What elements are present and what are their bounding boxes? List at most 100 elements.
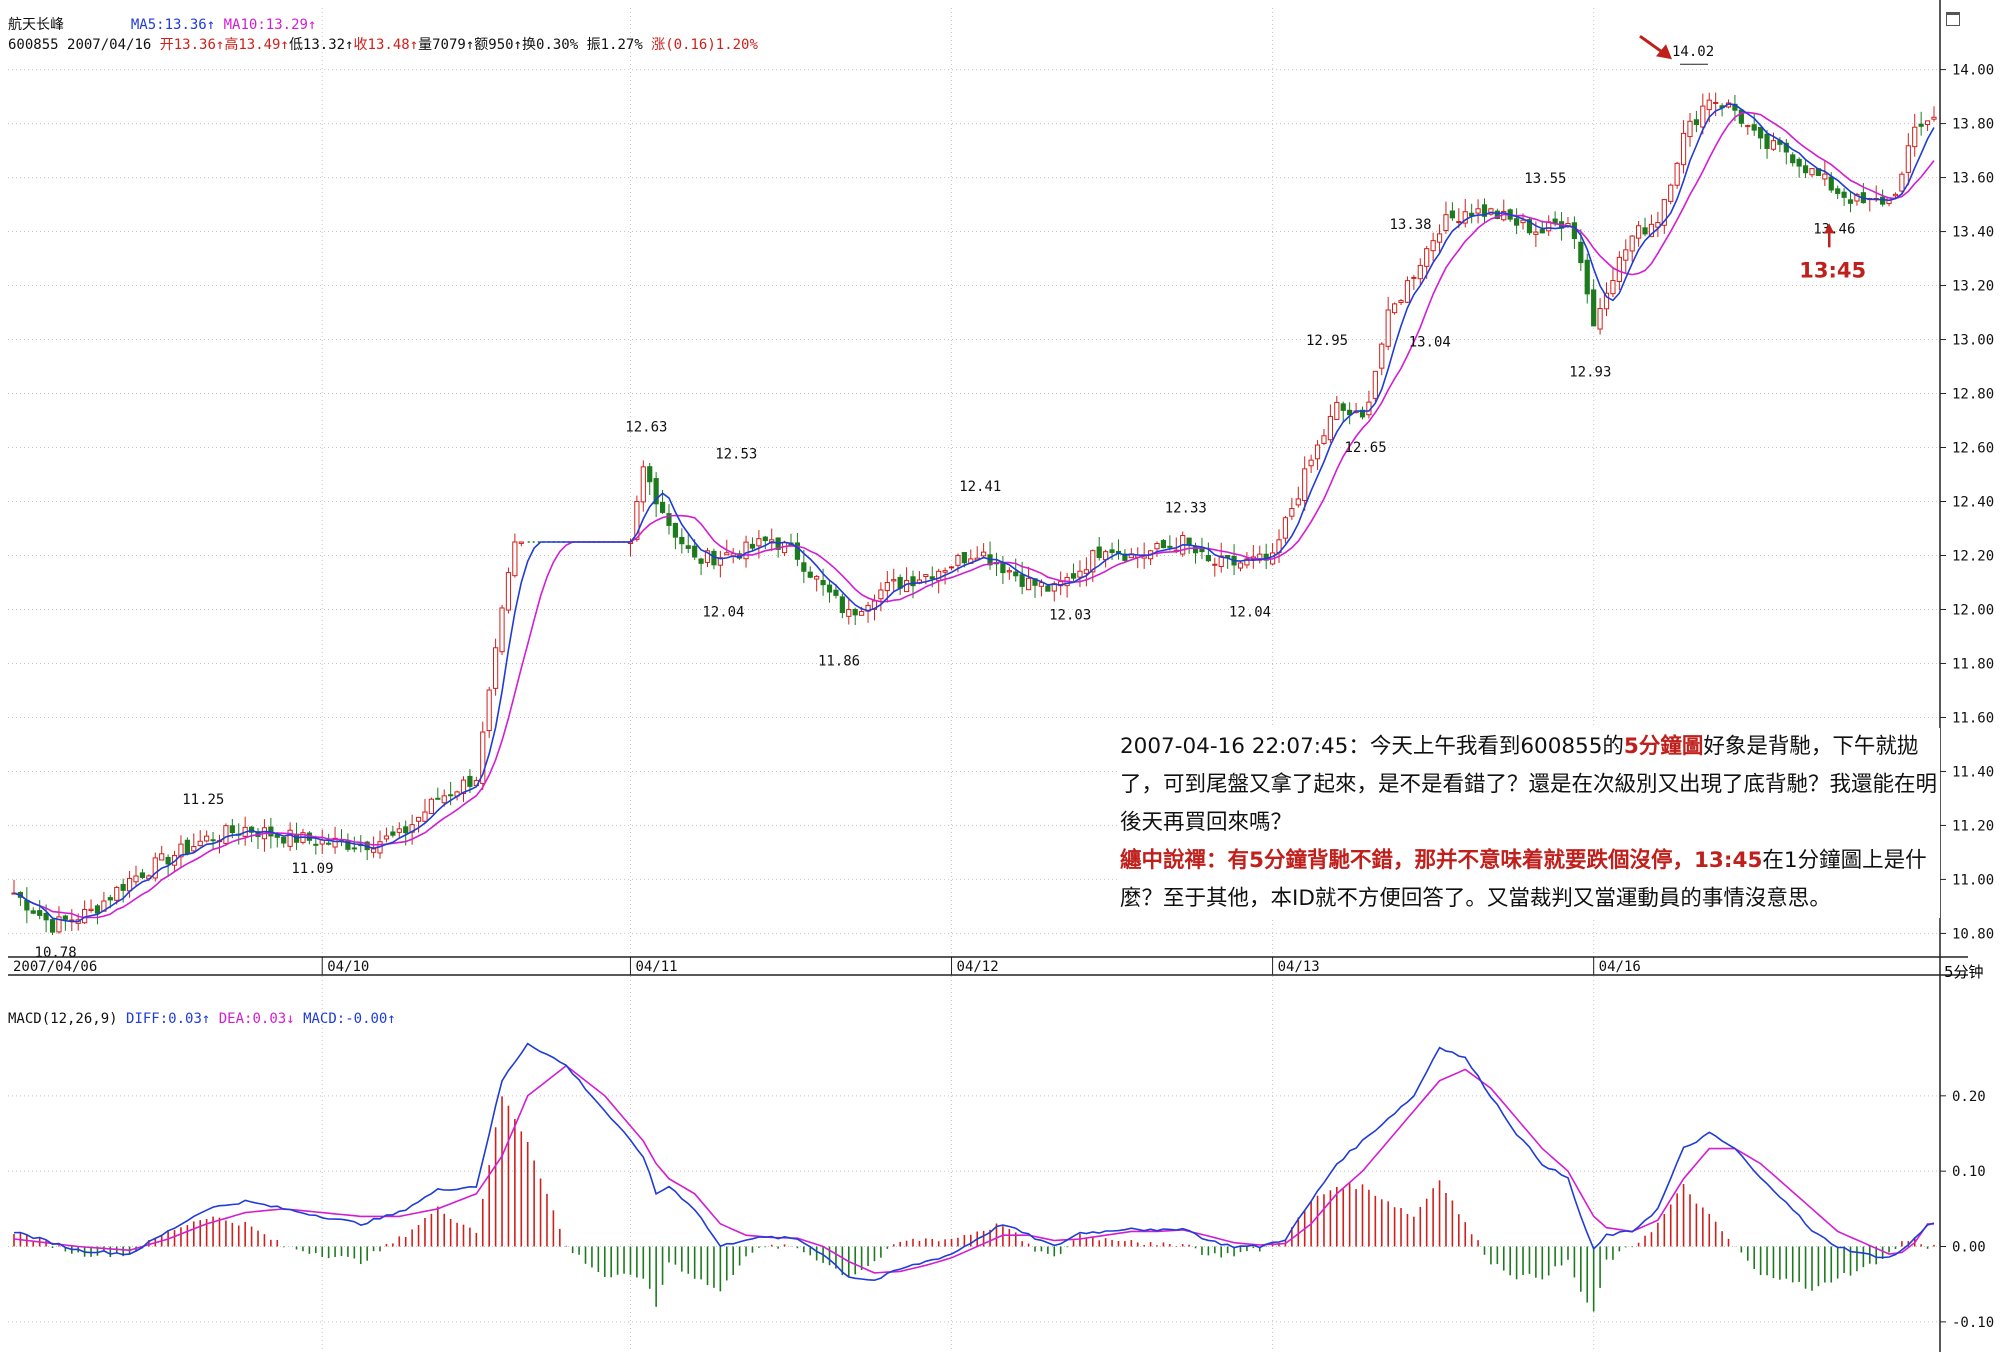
candle-body [1122,553,1128,561]
price-annotation-label: 12.65 [1344,440,1386,456]
candle-body [1083,569,1089,574]
candle-body [1006,570,1012,573]
candle-body [281,836,287,844]
macd-arrow-icon: ↑ [387,1011,396,1027]
candle-body [165,856,171,865]
macd-header: MACD(12,26,9) DIFF:0.03↑ DEA:0.03↓ MACD:… [8,1011,396,1027]
candle-body [801,562,807,572]
candle-body [428,798,434,815]
candle-body [1077,570,1083,578]
candle-body [981,551,987,557]
candle-body [1841,191,1847,198]
candle-body [724,552,730,556]
annotation-time-label: 13:45 [1799,258,1866,282]
close-price: 收13.48 [353,37,410,53]
candle-body [1700,105,1706,128]
candle-body [839,596,845,614]
candle-body [1359,409,1366,418]
candle-body [640,466,646,503]
price-annotation-label: 12.53 [715,446,757,462]
candle-body [1514,218,1520,226]
candle-body [1109,549,1115,553]
candle-body [1802,165,1809,174]
price-tick-label: 12.20 [1952,548,1994,564]
close-arrow-icon: ↑ [409,37,419,53]
candle-body [1526,219,1533,234]
candle-body [1738,109,1744,124]
candle-body [1481,204,1488,217]
candle-body [1758,126,1764,139]
macd-title: MACD(12,26,9) [8,1011,118,1027]
grid-lines [8,8,1940,1352]
ma5-label: MA5: [130,17,165,33]
candle-body [139,872,146,878]
candle-body [910,576,916,587]
header-row-2: 600855 2007/04/16 开13.36↑高13.49↑低13.32↑收… [8,34,758,54]
macd-dea: DEA:0.03 [218,1011,287,1027]
candle-body [1327,415,1333,441]
candle-body [717,557,723,566]
candle-body [1578,241,1584,264]
macd-histogram [13,1096,1935,1312]
candle-body [1661,199,1667,226]
candle-body [499,607,505,653]
candle-body [749,543,756,549]
candle-body [1167,545,1173,548]
indicator-lines [13,103,1935,1282]
candle-body [1321,435,1327,444]
question-paragraph: 2007-04-16 22:07:45：今天上午我看到600855的5分鐘圖好象… [1120,728,1940,842]
candle-body [859,611,865,616]
candle-body [1764,133,1770,149]
volume-arrow-icon: ↑ [465,37,475,53]
candle-body [1090,550,1096,573]
candle-body [518,541,524,544]
candle-body [756,538,762,547]
candle-body [505,572,512,611]
candle-body [666,513,672,526]
candle-body [178,843,184,858]
open-price: 开13.36 [159,37,216,53]
candle-body [1751,124,1757,131]
answer-highlight: 纏中說禪：有5分鐘背馳不錯，那并不意味着就要跌個沒停，13:45 [1120,848,1763,873]
price-tick-label: 12.40 [1952,495,1994,511]
candle-body [204,835,210,842]
candle-body [1449,210,1455,219]
candle-body [1924,120,1931,125]
candle-body [1854,193,1860,202]
candle-body [62,915,68,920]
candle-body [1571,222,1578,240]
candle-body [1475,208,1481,214]
candle-body [826,584,833,593]
date-tick-label: 2007/04/06 [13,959,97,975]
candle-body [1693,119,1700,125]
stock-code: 600855 [8,37,59,53]
candle-body [923,574,929,577]
period-label[interactable]: 5分钟 [1944,963,1984,981]
candle-body [351,847,357,850]
candle-body [1706,99,1712,111]
candle-body [1289,508,1295,517]
price-tick-label: 11.20 [1952,818,1994,834]
macd-tick-label: 0.00 [1952,1240,1986,1256]
date-tick-label: 04/10 [327,959,369,975]
candle-body [24,899,30,911]
dea-line [13,1064,1934,1274]
candle-body [794,542,801,560]
candle-body [1398,300,1404,303]
price-annotation-label: 11.09 [291,861,333,877]
candle-body [422,811,428,822]
answer-suffix: 在1分鐘圖上是什麼？至于其他，本ID就不方便回答了。又當裁判又當運動員的事情沒意… [1120,848,1927,911]
candle-body [1713,101,1719,104]
candle-body [1680,132,1687,166]
candle-body [94,905,101,914]
panel-icon[interactable] [1946,12,1960,26]
candle-body [846,609,852,617]
candle-body [1494,210,1500,220]
candle-body [1392,303,1398,314]
diff-line [13,1042,1935,1282]
candle-body [1783,142,1789,153]
question-prefix: 2007-04-16 22:07:45：今天上午我看到600855的 [1120,734,1624,759]
candle-body [1340,403,1346,411]
candle-body [1334,401,1340,420]
candle-body [313,843,319,846]
